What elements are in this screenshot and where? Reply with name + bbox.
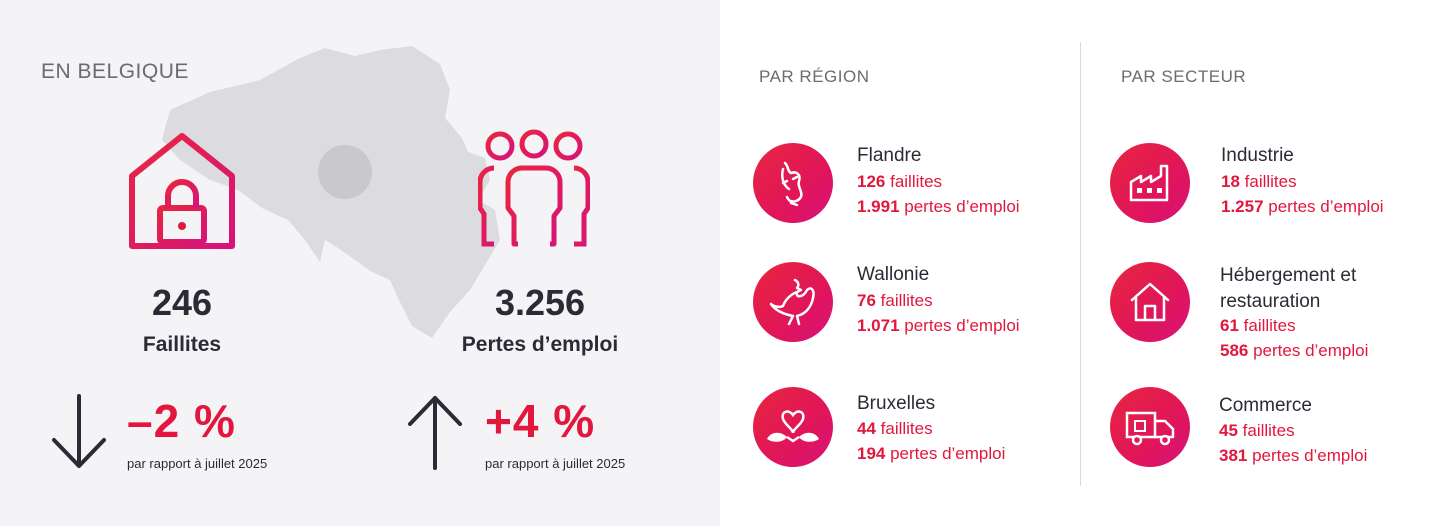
column-divider: [1080, 42, 1081, 486]
locked-house-icon: [129, 133, 235, 249]
region-emploi-wallonie: 1.071 pertes d’emploi: [857, 316, 1020, 335]
walloon-rooster-icon: [753, 262, 833, 342]
secteur-name-hebergement-2: restauration: [1220, 291, 1321, 312]
flemish-lion-icon: [753, 143, 833, 223]
secteur-emploi-hebergement: 586 pertes d’emploi: [1220, 341, 1369, 360]
region-faillites-wallonie: 76 faillites: [857, 291, 933, 310]
house-icon: [1110, 262, 1190, 342]
region-title: PAR RÉGION: [759, 67, 870, 86]
arrow-down-icon: [52, 394, 106, 468]
region-emploi-flandre: 1.991 pertes d’emploi: [857, 197, 1020, 216]
factory-icon: [1110, 143, 1190, 223]
secteur-emploi-commerce: 381 pertes d’emploi: [1219, 446, 1368, 465]
region-name-wallonie: Wallonie: [857, 264, 930, 285]
belgium-map: [162, 46, 500, 338]
region-faillites-bruxelles: 44 faillites: [857, 419, 933, 438]
emplois-change-sub: par rapport à juillet 2025: [485, 456, 626, 471]
region-emploi-bruxelles: 194 pertes d’emploi: [857, 444, 1006, 463]
secteur-faillites-industrie: 18 faillites: [1221, 172, 1297, 191]
secteur-faillites-hebergement: 61 faillites: [1220, 316, 1296, 335]
emplois-label: Pertes d’emploi: [461, 333, 619, 356]
secteur-name-commerce: Commerce: [1219, 395, 1312, 416]
belgium-panel: EN BELGIQUE 246 Faillites 3.256 Pertes d…: [0, 0, 720, 526]
brussels-iris-icon: [753, 387, 833, 467]
faillites-label: Faillites: [142, 333, 222, 356]
secteur-faillites-commerce: 45 faillites: [1219, 421, 1295, 440]
emplois-change: +4 %: [485, 395, 596, 447]
emplois-value: 3.256: [494, 282, 586, 323]
faillites-change-sub: par rapport à juillet 2025: [127, 456, 268, 471]
secteur-name-hebergement-1: Hébergement et: [1220, 265, 1357, 286]
belgium-title: EN BELGIQUE: [41, 60, 189, 83]
faillites-value: 246: [151, 282, 213, 323]
secteur-name-industrie: Industrie: [1221, 145, 1294, 166]
secteur-emploi-industrie: 1.257 pertes d’emploi: [1221, 197, 1384, 216]
region-name-bruxelles: Bruxelles: [857, 393, 936, 414]
region-faillites-flandre: 126 faillites: [857, 172, 943, 191]
arrow-up-icon: [408, 396, 462, 470]
people-icon: [478, 129, 590, 247]
secteur-title: PAR SECTEUR: [1121, 67, 1247, 86]
faillites-change: –2 %: [127, 395, 236, 447]
delivery-truck-icon: [1110, 387, 1190, 467]
region-name-flandre: Flandre: [857, 145, 922, 166]
